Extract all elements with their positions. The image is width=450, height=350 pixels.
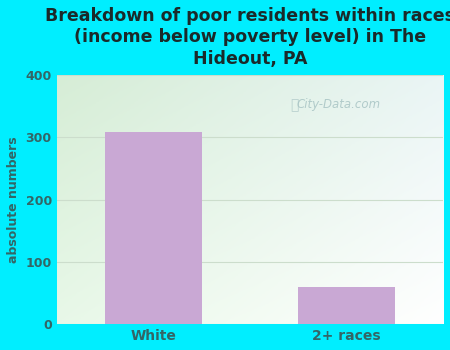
Bar <box>298 287 395 324</box>
Text: City-Data.com: City-Data.com <box>297 98 381 111</box>
Text: ⓘ: ⓘ <box>290 98 298 112</box>
Y-axis label: absolute numbers: absolute numbers <box>7 136 20 263</box>
Title: Breakdown of poor residents within races
(income below poverty level) in The
Hid: Breakdown of poor residents within races… <box>45 7 450 68</box>
Bar <box>105 132 202 324</box>
